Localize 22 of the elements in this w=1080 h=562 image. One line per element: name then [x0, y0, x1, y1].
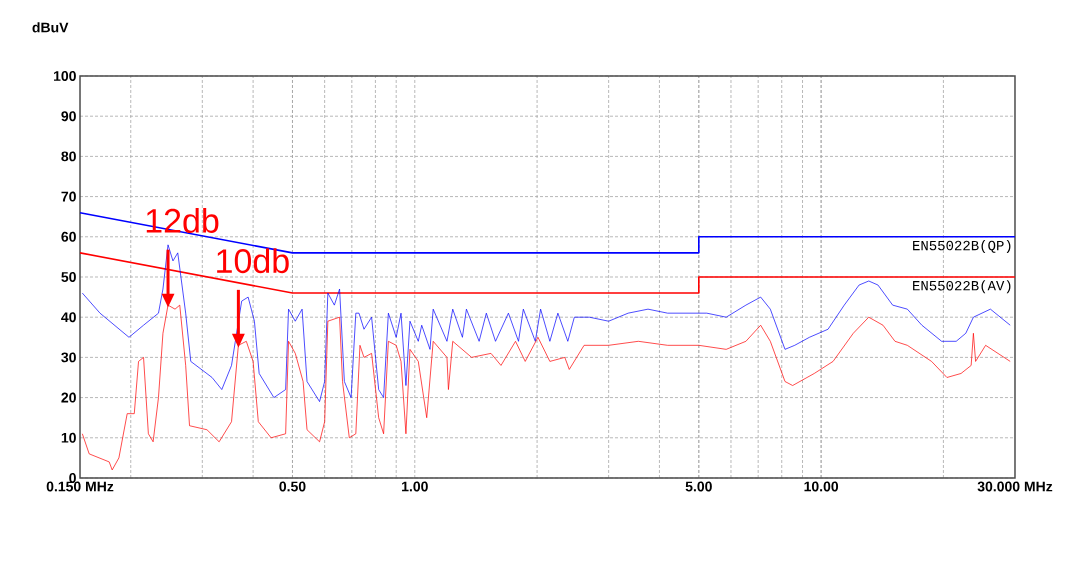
- x-tick-label: 10.00: [804, 481, 839, 492]
- x-tick-label: 0.50: [279, 481, 306, 492]
- annotation: 12db: [146, 207, 219, 233]
- y-axis-title: dBuV: [32, 22, 69, 33]
- y-tick-label: 40: [61, 312, 76, 323]
- y-tick-label: 50: [61, 272, 76, 282]
- y-tick-label: 0: [69, 473, 76, 483]
- y-tick-label: 80: [61, 151, 76, 162]
- y-tick-label: 60: [61, 231, 76, 242]
- y-tick-label: 20: [61, 392, 76, 403]
- annotation: 10db: [217, 248, 289, 274]
- x-tick-label: 30.000 MHz: [977, 481, 1053, 492]
- y-tick-label: 90: [61, 111, 76, 122]
- y-tick-label: 70: [61, 191, 76, 202]
- x-tick-label: 5.00: [685, 481, 712, 492]
- x-tick-label: 0.150 MHz: [46, 481, 114, 492]
- x-tick-label: 1.00: [402, 481, 428, 492]
- series-label: EN55022B(AV): [913, 280, 1011, 294]
- y-tick-label: 10: [61, 432, 76, 443]
- series-label: EN55022B(QP): [913, 239, 1011, 254]
- y-tick-label: 30: [61, 352, 76, 363]
- y-tick-label: 100: [53, 71, 76, 81]
